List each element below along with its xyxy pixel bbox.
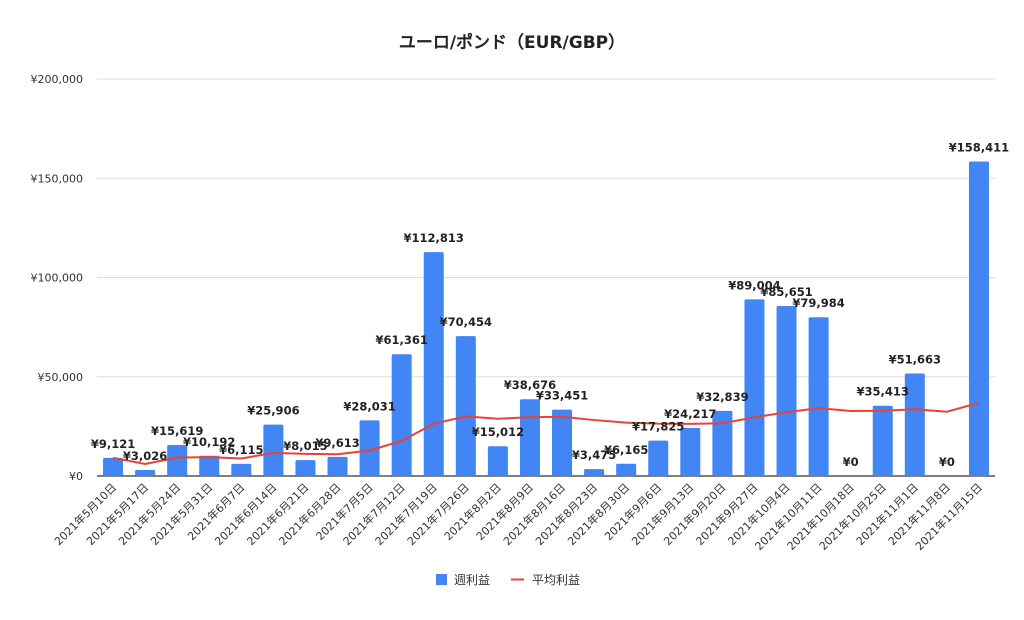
y-tick-label: ¥150,000 [31,172,84,185]
bar [295,460,316,476]
y-tick-label: ¥200,000 [31,73,84,86]
chart-title: ユーロ/ポンド（EUR/GBP） [399,32,625,53]
bar [776,305,797,476]
data-label: ¥6,165 [604,443,648,457]
y-tick-label: ¥0 [69,470,83,483]
bar [327,456,348,476]
data-label: ¥51,663 [889,352,941,366]
data-label: ¥17,825 [632,420,684,434]
data-label: ¥32,839 [696,390,748,404]
bar [712,410,733,476]
data-label: ¥24,217 [664,407,716,421]
bar [904,373,925,476]
data-label: ¥9,121 [91,437,135,451]
bar [968,161,989,476]
average-line [112,401,980,465]
bar [552,409,573,476]
bar [680,427,701,476]
data-label: ¥15,012 [472,425,524,439]
bar [199,455,220,476]
data-label: ¥79,984 [792,296,844,310]
data-label: ¥70,454 [440,315,492,329]
legend-label-average: 平均利益 [532,573,580,587]
data-label: ¥9,613 [315,436,359,450]
bar [487,446,508,476]
data-label: ¥38,676 [504,378,556,392]
bar [231,463,252,476]
bar [808,317,829,476]
bar [872,405,893,476]
legend-label-weekly: 週利益 [454,573,490,587]
data-label: ¥158,411 [949,141,1009,155]
data-label: ¥33,451 [536,389,588,403]
bar [359,420,380,476]
x-tick-label: 2021年8月2日 [441,480,504,543]
y-tick-label: ¥100,000 [31,272,84,285]
bar [263,424,284,476]
bar [167,444,188,476]
data-label: ¥85,651 [760,285,812,299]
legend-swatch-bar [436,574,447,585]
data-label: ¥25,906 [247,404,299,418]
legend: 週利益 平均利益 [436,573,580,587]
data-label: ¥112,813 [404,231,464,245]
data-label: ¥8,015 [283,439,327,453]
bar [744,299,765,476]
data-label: ¥10,192 [183,435,235,449]
data-label: ¥0 [843,455,859,469]
bar [648,440,669,476]
bar [423,252,444,476]
bar [391,354,412,476]
x-tick-label: 2021年8月9日 [473,480,536,543]
data-label: ¥6,115 [219,443,263,457]
bar [584,469,605,476]
x-tick-label: 2021年9月6日 [601,480,664,543]
data-label: ¥28,031 [343,399,395,413]
bar [455,336,476,476]
y-tick-label: ¥50,000 [38,371,84,384]
x-tick-label: 2021年6月7日 [185,480,248,543]
data-label: ¥89,004 [728,278,780,292]
x-tick-label: 2021年7月5日 [313,480,376,543]
bar [135,469,156,476]
data-label: ¥0 [939,455,955,469]
bar [616,463,637,476]
bar [103,457,124,476]
data-label: ¥3,475 [572,448,616,462]
data-label: ¥15,619 [151,424,203,438]
data-label: ¥3,026 [123,449,167,463]
data-label: ¥61,361 [375,333,427,347]
data-label: ¥35,413 [857,385,909,399]
